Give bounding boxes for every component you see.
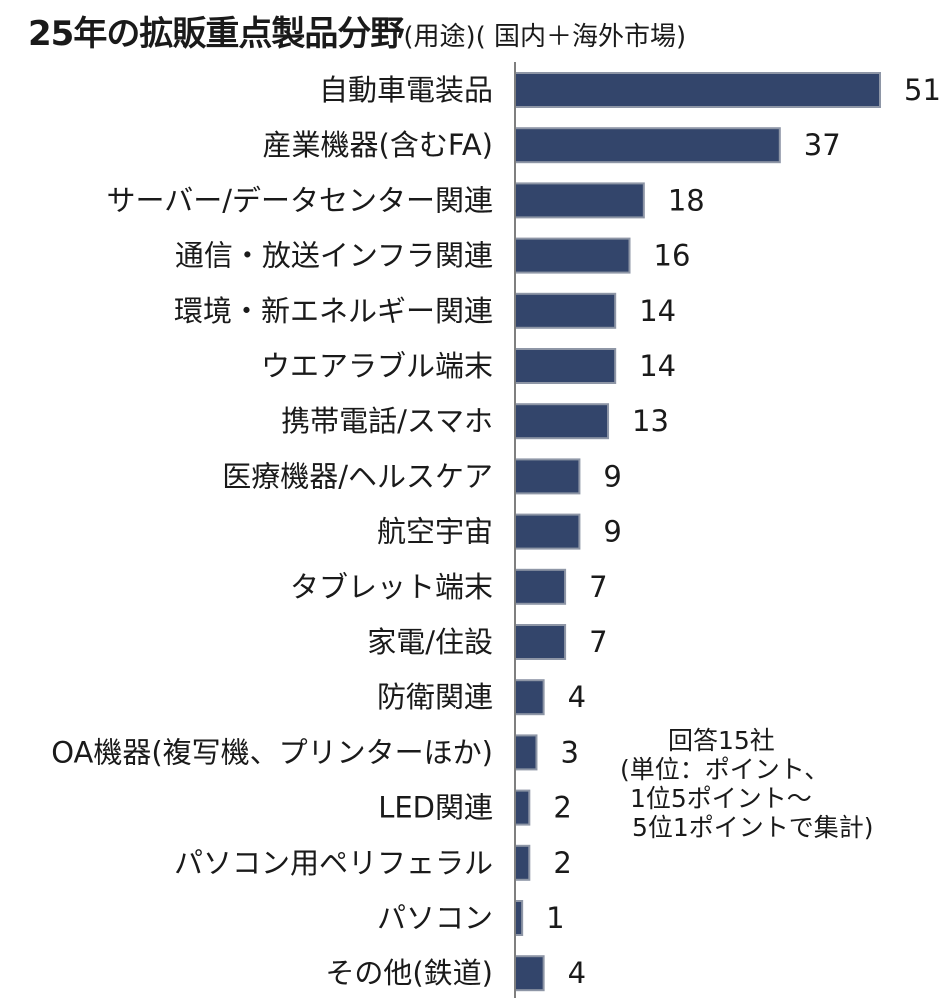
category-label: 医療機器/ヘルスケア [222,459,493,493]
category-label: OA機器(複写機、プリンターほか) [51,735,493,769]
value-label: 18 [668,183,705,217]
note-line-scoring-1: 1位5ポイント～ [630,784,812,813]
category-label: 航空宇宙 [377,515,493,549]
chart-title-main: 25年の拡販重点製品分野 [28,14,404,54]
category-label: その他(鉄道) [325,956,493,990]
bar [514,900,524,936]
bar [514,237,631,274]
note-line-scoring-2: 5位1ポイントで集計) [632,813,874,842]
chart-title: 25年の拡販重点製品分野(用途)( 国内＋海外市場) [28,6,686,55]
category-label: 産業機器(含むFA) [263,128,494,162]
value-label: 51 [904,73,941,107]
bar [514,458,581,495]
value-label: 4 [568,956,586,990]
bar [514,679,545,716]
category-label: タブレット端末 [290,570,493,604]
category-label: サーバー/データセンター関連 [107,183,493,217]
value-label: 7 [589,625,607,659]
category-label: LED関連 [378,791,493,825]
category-label: 家電/住設 [367,625,493,659]
bar [514,403,610,440]
note-line-unit: (単位：ポイント、 [620,755,830,784]
survey-note: 回答15社 (単位：ポイント、 1位5ポイント～ 5位1ポイントで集計) [620,726,874,842]
bar [514,734,538,771]
bar [514,348,617,384]
bar [514,568,567,605]
value-label: 4 [568,680,586,714]
bar [514,292,617,329]
category-label: 環境・新エネルギー関連 [174,294,493,328]
bar [514,789,531,826]
category-label: 防衛関連 [377,680,493,714]
bar [514,955,545,992]
value-label: 9 [603,459,621,493]
value-label: 2 [553,846,571,880]
bar [514,72,881,108]
value-label: 1 [546,901,564,935]
note-line-respondents: 回答15社 [668,726,775,755]
category-label: パソコン用ペリフェラル [174,846,493,880]
value-label: 9 [603,515,621,549]
bar [514,127,781,164]
value-label: 37 [804,128,841,162]
chart-subtitle: (用途)( 国内＋海外市場) [403,22,687,52]
value-label: 13 [632,404,669,438]
bar [514,182,645,219]
category-label: 携帯電話/スマホ [281,404,493,438]
value-label: 3 [560,735,578,769]
category-label: 通信・放送インフラ関連 [175,239,493,273]
category-label: 自動車電装品 [319,73,493,107]
category-label: ウエアラブル端末 [261,349,493,383]
value-label: 14 [639,349,676,383]
category-label: パソコン [377,901,493,935]
bar [514,624,567,660]
value-label: 7 [589,570,607,604]
value-label: 2 [553,791,571,825]
bar [514,844,531,881]
value-label: 16 [654,239,691,273]
bar [514,513,581,550]
value-label: 14 [639,294,676,328]
